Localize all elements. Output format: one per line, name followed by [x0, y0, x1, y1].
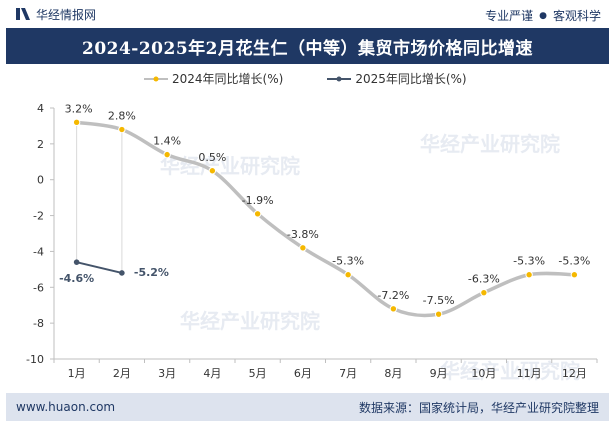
series-2024-data-label: 0.5%: [198, 151, 226, 164]
footer: www.huaon.com 数据来源：国家统计局，华经产业研究院整理: [6, 393, 609, 421]
x-tick-label: 7月: [339, 367, 357, 380]
x-tick-label: 2月: [113, 367, 131, 380]
series-2024-data-label: -5.3%: [513, 255, 545, 268]
series-2024-point: [72, 118, 81, 127]
x-tick-label: 4月: [203, 367, 221, 380]
series-2024-data-label: -5.3%: [558, 255, 590, 268]
series-2024-point: [253, 210, 262, 218]
series-2025-data-label: -5.2%: [134, 266, 169, 279]
watermark-3: 华经产业研究院: [180, 309, 320, 333]
watermark-4: 华经产业研究院: [440, 359, 580, 383]
series-2024-point: [163, 150, 171, 159]
x-tick-label: 11月: [517, 367, 542, 380]
legend-label-2024: 2024年同比增长(%): [172, 72, 284, 86]
series-2024-line: [74, 120, 577, 318]
series-2025-point: [73, 259, 80, 265]
series-2024-data-label: -6.3%: [468, 273, 500, 286]
x-tick-label: 3月: [158, 367, 176, 380]
series-2024-data-label: -7.2%: [377, 289, 409, 302]
legend-label-2025: 2025年同比增长(%): [355, 72, 467, 86]
top-bar: 华经情报网 专业严谨 ● 客观科学: [0, 0, 615, 28]
series-2025-data-label: -4.6%: [59, 272, 94, 285]
watermark-2: 华经产业研究院: [160, 154, 300, 178]
chart-title: 2024-2025年2月花生仁（中等）集贸市场价格同比增速: [81, 38, 533, 59]
y-tick-label: -8: [33, 317, 44, 330]
x-tick-label: 8月: [384, 367, 402, 380]
legend-item-2025: 2025年同比增长(%): [327, 70, 467, 87]
slogan-separator-icon: ●: [539, 10, 547, 21]
data-labels: 3.2% 2.8% 1.4% 0.5% -1.9% -3.8% -5.3% -7.2% -7.5…: [59, 102, 590, 307]
footer-url: www.huaon.com: [16, 400, 116, 414]
series-2024-data-label: 3.2%: [65, 102, 93, 115]
y-tick-label: -2: [33, 210, 44, 223]
brand: 华经情报网: [16, 6, 96, 22]
series-2024-data-label: 2.8%: [108, 110, 136, 123]
line-chart: 4 2 0 -2 -4 -6 -8 -10 1月 2月 3月 4月 5月 6月 7月 8月 9月 10月 11月 12…: [26, 102, 598, 380]
series-2024-data-label: -1.9%: [242, 194, 274, 207]
slogan-left: 专业严谨: [485, 9, 534, 23]
x-tick-label: 6月: [294, 367, 312, 380]
series-2024-data-label: -3.8%: [287, 228, 319, 241]
y-tick-label: -4: [33, 245, 44, 258]
y-tick-label: -6: [33, 281, 44, 294]
series-2024-point: [118, 125, 126, 134]
legend-swatch-2024-icon: [144, 76, 168, 81]
legend-swatch-2025-icon: [327, 76, 352, 81]
x-tick-label: 12月: [562, 367, 587, 380]
series-2024-point: [299, 244, 307, 252]
title-bar: 2024-2025年2月花生仁（中等）集贸市场价格同比增速: [6, 28, 609, 64]
footer-source: 数据来源：国家统计局，华经产业研究院整理: [358, 400, 599, 415]
y-tick-label: 4: [37, 102, 44, 115]
series-lines: [72, 118, 579, 318]
slogan: 专业严谨 ● 客观科学: [485, 7, 601, 24]
series-2024-point: [480, 288, 488, 297]
series-2024-point: [389, 305, 398, 313]
x-tick-label: 1月: [68, 367, 86, 380]
y-tick-label: 0: [37, 174, 44, 187]
brand-name: 华经情报网: [36, 7, 97, 22]
series-2025-point: [119, 270, 125, 276]
x-tick-label: 5月: [249, 367, 267, 380]
axes: 4 2 0 -2 -4 -6 -8 -10 1月 2月 3月 4月 5月 6月 7月 8月 9月 10月 11月 12…: [26, 102, 598, 380]
series-2024-point: [525, 271, 533, 279]
series-2024-data-label: -7.5%: [423, 294, 455, 307]
legend-item-2024: 2024年同比增长(%): [144, 70, 283, 87]
y-tick-label: 2: [37, 138, 44, 151]
brand-logo-icon: [16, 8, 30, 20]
x-tick-label: 10月: [471, 367, 496, 380]
series-2024-point: [344, 271, 352, 279]
series-2024-point: [570, 271, 579, 279]
series-2024-point: [434, 310, 443, 318]
x-tick-label: 9月: [430, 367, 448, 380]
chart-legend: 2024年同比增长(%) 2025年同比增长(%): [144, 70, 511, 87]
watermark-1: 华经产业研究院: [420, 132, 560, 156]
series-2024-point: [208, 167, 217, 175]
series-2024-data-label: -5.3%: [332, 255, 364, 268]
y-tick-label: -10: [26, 353, 44, 366]
series-2024-data-label: 1.4%: [153, 135, 181, 148]
slogan-right: 客观科学: [552, 9, 601, 23]
